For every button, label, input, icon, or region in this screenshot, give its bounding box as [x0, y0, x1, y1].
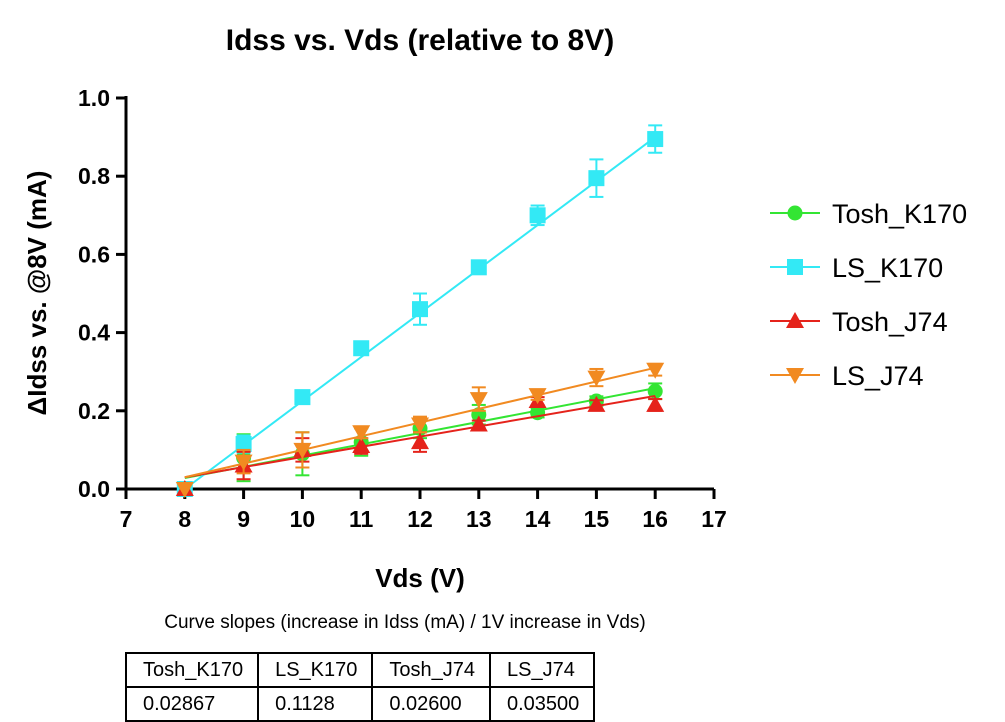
data-point	[293, 442, 312, 459]
data-point	[411, 417, 429, 434]
x-tick-label: 16	[642, 506, 668, 532]
x-tick-label: 12	[407, 506, 433, 532]
data-point	[469, 415, 488, 432]
data-point	[470, 259, 487, 276]
legend-label: Tosh_J74	[832, 307, 948, 337]
data-point	[352, 436, 371, 453]
slope-header-cell: LS_K170	[257, 652, 374, 688]
legend-label: Tosh_K170	[832, 199, 967, 229]
slope-header-cell: Tosh_J74	[371, 652, 491, 688]
slope-value-cell: 0.02867	[124, 686, 260, 722]
legend: Tosh_K170 LS_K170 Tosh_J74 LS_J74	[770, 199, 967, 391]
x-axis-label: Vds (V)	[375, 563, 465, 593]
x-tick-label: 8	[178, 506, 191, 532]
data-point	[528, 388, 547, 405]
x-tick-label: 7	[120, 506, 133, 532]
data-point	[235, 436, 252, 453]
data-point	[175, 482, 194, 498]
slope-caption: Curve slopes (increase in Idss (mA) / 1V…	[164, 612, 646, 633]
data-point	[646, 362, 665, 379]
x-tick-label: 15	[584, 506, 610, 532]
legend-marker	[786, 312, 804, 328]
x-tick-label: 10	[290, 506, 316, 532]
data-point	[529, 207, 546, 224]
slope-header-cell: LS_J74	[488, 652, 596, 688]
data-point	[294, 389, 311, 406]
data-point	[469, 392, 488, 409]
slope-table-header-row: Tosh_K170 LS_K170 Tosh_J74 LS_J74	[124, 652, 596, 688]
legend-label: LS_J74	[832, 361, 924, 391]
chart: Idss vs. Vds (relative to 8V) 7 8 9 10 11 12 1…	[22, 24, 967, 593]
x-tick-label: 13	[466, 506, 492, 532]
chart-title: Idss vs. Vds (relative to 8V)	[226, 24, 615, 57]
x-tick-label: 9	[237, 506, 250, 532]
data-point	[234, 454, 253, 471]
data-point	[587, 370, 606, 387]
legend-marker	[787, 205, 803, 221]
slope-header-cell: Tosh_K170	[124, 652, 260, 688]
data-point	[646, 395, 665, 412]
x-tick-label: 17	[701, 506, 727, 532]
y-tick-label: 0.4	[78, 320, 110, 346]
legend-marker	[786, 368, 804, 384]
plot-area: 7 8 9 10 11 12 13 14 15 16 17 0.0 0.2 0.4 0.6 0.8 1.0	[78, 85, 727, 532]
x-tick-label: 14	[525, 506, 551, 532]
y-tick-label: 0.8	[78, 163, 110, 189]
data-point	[588, 170, 605, 187]
slope-table-value-row: 0.02867 0.1128 0.02600 0.03500	[124, 686, 596, 722]
data-point	[411, 433, 429, 450]
data-point	[353, 340, 370, 357]
x-tick-label: 11	[349, 506, 374, 532]
data-point	[647, 131, 664, 148]
slope-value-cell: 0.03500	[488, 686, 596, 722]
slope-value-cell: 0.1128	[257, 686, 374, 722]
y-tick-label: 0.2	[78, 398, 110, 424]
legend-marker	[787, 259, 803, 275]
y-axis-label: ΔIdss vs. @8V (mA)	[22, 171, 52, 416]
data-point	[647, 383, 663, 399]
data-point	[352, 425, 371, 442]
data-point	[587, 395, 606, 412]
y-tick-label: 0.6	[78, 241, 110, 267]
slope-table: Tosh_K170 LS_K170 Tosh_J74 LS_J74 0.0286…	[124, 652, 596, 722]
legend-label: LS_K170	[832, 253, 943, 283]
y-tick-label: 1.0	[78, 85, 110, 111]
y-tick-label: 0.0	[78, 476, 110, 502]
data-point	[412, 301, 428, 318]
slope-value-cell: 0.02600	[371, 686, 491, 722]
